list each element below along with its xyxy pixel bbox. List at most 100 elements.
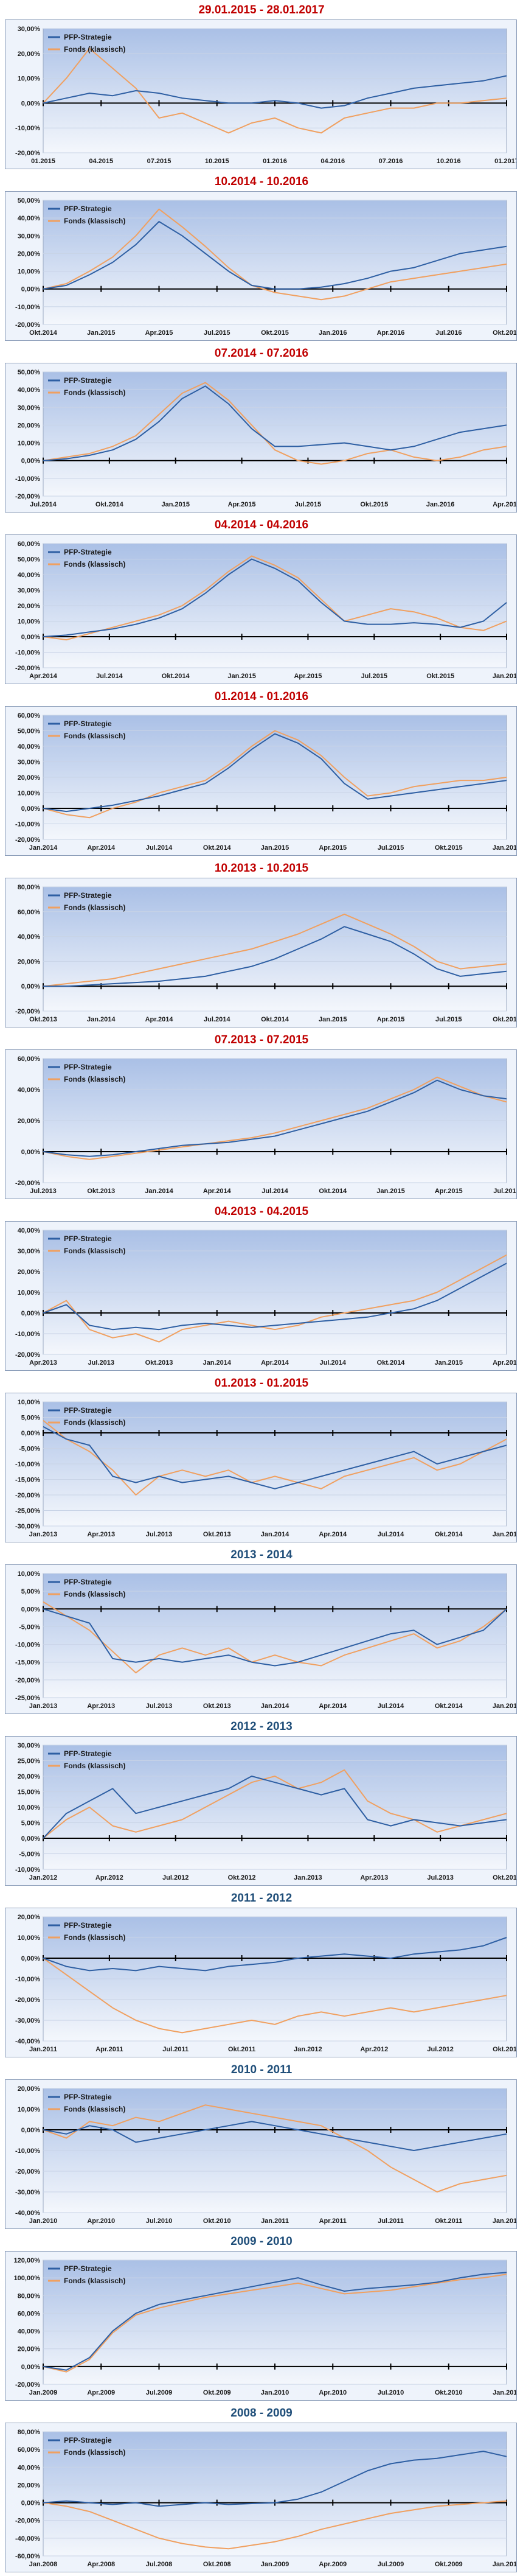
x-tick-label: Jan.2015 — [87, 329, 115, 337]
x-tick-label: Apr.2016 — [377, 329, 405, 337]
chart-svg: -60,00% -40,00% -20,00% 0,00% 20,00% 40,00% 60… — [15, 2429, 516, 2568]
x-tick-label: Jul.2013 — [146, 1703, 172, 1710]
chart-title: 2013 - 2014 — [230, 1549, 293, 1561]
legend-label: Fonds (klassisch) — [64, 2448, 125, 2457]
chart-frame: -20,00% 0,00% 20,00% 40,00% 60,00% 80,00% Okt.… — [5, 878, 517, 1027]
series-line-pfp — [43, 1776, 507, 1839]
series-line-pfp — [43, 926, 507, 987]
chart-block: 2013 - 2014 -25,00% -20,00% -15,00% -10,00% -… — [0, 1545, 523, 1717]
y-tick-label: 0,00% — [21, 1310, 40, 1317]
legend-label: PFP-Strategie — [64, 2436, 112, 2445]
plot-area — [43, 1573, 507, 1698]
y-tick-label: 20,00% — [18, 603, 41, 610]
x-tick-label: 01.2016 — [263, 158, 287, 165]
y-tick-label: 0,00% — [21, 1955, 40, 1962]
y-tick-label: 10,00% — [18, 1289, 41, 1297]
x-tick-label: Jan.2016 — [493, 673, 516, 680]
x-tick-label: Apr.2014 — [319, 1531, 347, 1538]
y-tick-label: 50,00% — [18, 197, 41, 205]
series-line-fonds — [43, 2273, 507, 2373]
y-tick-label: 80,00% — [18, 2292, 41, 2300]
y-tick-label: 20,00% — [18, 2085, 41, 2093]
y-tick-label: 40,00% — [18, 387, 41, 394]
x-tick-label: Okt.2015 — [426, 673, 454, 680]
y-tick-label: 10,00% — [18, 268, 41, 276]
y-tick-label: 40,00% — [18, 1227, 41, 1234]
x-tick-label: Okt.2011 — [228, 2046, 255, 2053]
x-tick-label: Jan.2015 — [435, 1359, 463, 1367]
x-tick-label: Jul.2014 — [378, 1531, 404, 1538]
x-tick-label: Apr.2015 — [294, 673, 322, 680]
chart-title: 10.2014 - 10.2016 — [214, 175, 309, 188]
y-tick-label: -40,00% — [15, 2210, 40, 2217]
x-tick-label: Okt.2009 — [435, 2561, 463, 2568]
y-tick-label: -40,00% — [15, 2535, 40, 2543]
y-tick-label: -5,00% — [19, 1446, 40, 1453]
x-tick-label: Okt.2013 — [203, 1703, 231, 1710]
y-tick-label: -10,00% — [15, 1461, 40, 1468]
x-tick-label: Jan.2014 — [261, 1703, 289, 1710]
x-tick-label: Okt.2008 — [203, 2561, 231, 2568]
chart-svg: -20,00% -10,00% 0,00% 10,00% 20,00% 30,00% 40,… — [15, 712, 516, 852]
x-tick-label: 07.2016 — [379, 158, 403, 165]
y-tick-label: -20,00% — [15, 321, 40, 329]
series-line-pfp — [43, 2121, 507, 2151]
legend-label: PFP-Strategie — [64, 891, 112, 900]
legend-label: Fonds (klassisch) — [64, 388, 125, 397]
series-line-fonds — [43, 1076, 507, 1160]
y-tick-label: 40,00% — [18, 572, 41, 579]
chart-block: 01.2013 - 01.2015 -30,00% -25,00% -20,00% -1… — [0, 1373, 523, 1545]
x-tick-label: Okt.2013 — [87, 1188, 115, 1195]
x-tick-label: Jul.2012 — [427, 2046, 453, 2053]
x-tick-label: Okt.2012 — [493, 2046, 516, 2053]
x-tick-label: Jul.2014 — [320, 1359, 347, 1367]
x-tick-label: Jul.2016 — [435, 329, 462, 337]
y-tick-label: 10,00% — [18, 1570, 41, 1578]
x-tick-label: Okt.2015 — [493, 1016, 516, 1023]
y-tick-label: -10,00% — [15, 1331, 40, 1338]
series-line-pfp — [43, 733, 507, 813]
x-tick-label: Okt.2010 — [435, 2389, 463, 2396]
chart-svg: -25,00% -20,00% -15,00% -10,00% -5,00% 0,00% 5… — [15, 1570, 516, 1710]
x-tick-label: Jan.2016 — [493, 844, 516, 852]
x-tick-label: Jul.2014 — [146, 844, 173, 852]
series-line-pfp — [43, 385, 507, 461]
series-line-fonds — [43, 730, 507, 819]
series-line-pfp — [43, 1079, 507, 1157]
x-tick-label: Okt.2014 — [203, 844, 232, 852]
y-tick-label: 10,00% — [18, 790, 41, 797]
x-tick-label: Jul.2013 — [88, 1359, 114, 1367]
y-tick-label: -15,00% — [15, 1659, 40, 1667]
y-tick-label: -10,00% — [15, 1642, 40, 1649]
y-tick-label: 25,00% — [18, 1758, 41, 1765]
y-tick-label: -25,00% — [15, 1695, 40, 1702]
y-tick-label: 30,00% — [18, 26, 41, 33]
x-tick-label: Apr.2014 — [319, 1703, 347, 1710]
y-tick-label: 10,00% — [18, 1399, 41, 1406]
y-tick-label: 50,00% — [18, 369, 41, 376]
legend-label: Fonds (klassisch) — [64, 903, 125, 912]
legend-label: Fonds (klassisch) — [64, 217, 125, 225]
x-tick-label: 01.2017 — [494, 158, 516, 165]
legend-label: Fonds (klassisch) — [64, 1762, 125, 1770]
y-tick-label: -20,00% — [15, 1677, 40, 1684]
y-tick-label: -30,00% — [15, 1523, 40, 1530]
chart-title: 2010 - 2011 — [230, 2063, 293, 2076]
series-line-pfp — [43, 2451, 507, 2507]
y-tick-label: 10,00% — [18, 75, 41, 83]
x-tick-label: Okt.2014 — [435, 1703, 463, 1710]
y-tick-label: -5,00% — [19, 1623, 40, 1631]
x-tick-label: Jul.2015 — [295, 501, 321, 508]
chart-block: 01.2014 - 01.2016 -20,00% -10,00% 0,00% 10,0… — [0, 687, 523, 858]
chart-svg: -20,00% 0,00% 20,00% 40,00% 60,00% 80,00% 100,… — [14, 2257, 516, 2396]
y-tick-label: 80,00% — [18, 2429, 41, 2436]
legend-label: PFP-Strategie — [64, 719, 112, 728]
legend-label: Fonds (klassisch) — [64, 560, 125, 569]
y-tick-label: 20,00% — [18, 1269, 41, 1276]
legend-label: PFP-Strategie — [64, 1749, 112, 1758]
y-tick-label: 60,00% — [18, 1055, 41, 1063]
legend-label: PFP-Strategie — [64, 376, 112, 385]
chart-title: 2012 - 2013 — [230, 1720, 293, 1733]
x-tick-label: Jan.2016 — [426, 501, 454, 508]
x-tick-label: Jul.2015 — [493, 1188, 516, 1195]
